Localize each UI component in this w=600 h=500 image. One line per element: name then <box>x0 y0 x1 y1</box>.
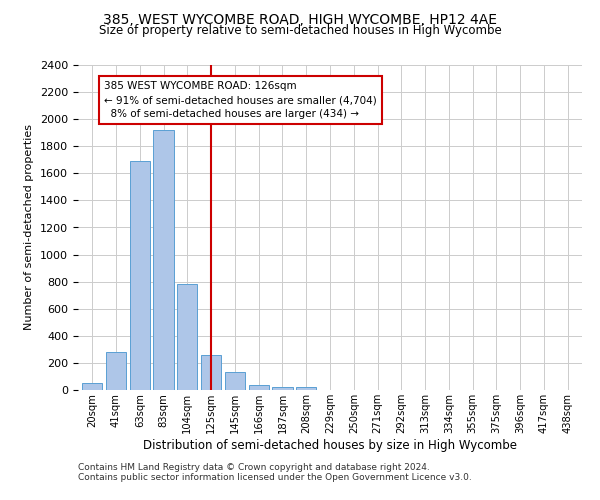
Bar <box>272 386 293 390</box>
Text: 385 WEST WYCOMBE ROAD: 126sqm
← 91% of semi-detached houses are smaller (4,704)
: 385 WEST WYCOMBE ROAD: 126sqm ← 91% of s… <box>104 81 377 119</box>
Text: Contains HM Land Registry data © Crown copyright and database right 2024.: Contains HM Land Registry data © Crown c… <box>78 464 430 472</box>
Bar <box>154 130 173 390</box>
Bar <box>296 388 316 390</box>
Bar <box>82 382 103 390</box>
Bar <box>106 352 126 390</box>
Y-axis label: Number of semi-detached properties: Number of semi-detached properties <box>25 124 34 330</box>
Text: Contains public sector information licensed under the Open Government Licence v3: Contains public sector information licen… <box>78 474 472 482</box>
Bar <box>177 284 197 390</box>
Bar <box>248 386 269 390</box>
Bar <box>130 161 150 390</box>
Text: 385, WEST WYCOMBE ROAD, HIGH WYCOMBE, HP12 4AE: 385, WEST WYCOMBE ROAD, HIGH WYCOMBE, HP… <box>103 12 497 26</box>
X-axis label: Distribution of semi-detached houses by size in High Wycombe: Distribution of semi-detached houses by … <box>143 438 517 452</box>
Text: Size of property relative to semi-detached houses in High Wycombe: Size of property relative to semi-detach… <box>98 24 502 37</box>
Bar <box>225 372 245 390</box>
Bar <box>201 356 221 390</box>
